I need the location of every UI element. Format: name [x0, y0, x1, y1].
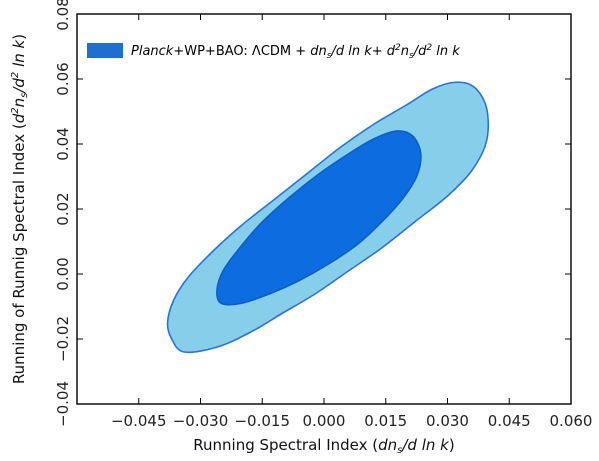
y-axis-label-sub: s	[19, 93, 30, 98]
y-axis-label-mid: /d	[10, 78, 28, 95]
x-axis-label: Running Spectral Index (dns/d ln k)	[193, 436, 454, 456]
y-axis-label-close: )	[10, 34, 28, 40]
legend-label-italic: Planck	[131, 44, 174, 59]
legend-label-tail: ln k	[432, 44, 460, 59]
x-axis-ticks: −0.045 −0.030 −0.015 0.000 0.015 0.030 0.045 0.…	[111, 14, 592, 430]
legend-label-sup: 2	[395, 43, 401, 53]
legend-swatch	[87, 43, 123, 58]
x-tick-label: 0.015	[364, 412, 407, 430]
x-tick-label: −0.030	[173, 412, 229, 430]
y-axis-label-tail: ln k	[10, 38, 28, 71]
legend-label-mid: /d	[413, 44, 427, 59]
x-axis-label-prefix: Running Spectral Index (	[193, 436, 378, 454]
x-axis-label-tail: /d ln k	[400, 436, 450, 454]
x-axis-label-sub: s	[397, 445, 402, 456]
legend-label-model: +WP+BAO: ΛCDM +	[173, 44, 310, 59]
y-tick-label: −0.04	[54, 381, 72, 427]
y-axis-label-sup: 2	[10, 107, 21, 113]
legend: Planck+WP+BAO: ΛCDM + dns/d ln k+ d2ns/d…	[87, 43, 460, 61]
x-tick-label: −0.015	[234, 412, 290, 430]
x-tick-label: 0.000	[303, 412, 346, 430]
x-axis-label-close: )	[449, 436, 455, 454]
y-tick-label: −0.02	[54, 316, 72, 362]
x-tick-label: 0.060	[550, 412, 593, 430]
legend-label-n: n	[401, 44, 409, 59]
contour-layer	[166, 81, 490, 354]
y-axis-label-n: n	[10, 98, 28, 108]
x-tick-label: 0.045	[488, 412, 531, 430]
y-tick-label: 0.06	[54, 62, 72, 95]
legend-label-running: dn	[310, 44, 327, 59]
y-axis-ticks: −0.04 −0.02 0.00 0.02 0.04 0.06 0.08	[54, 0, 571, 427]
legend-label-running-sub: s	[327, 51, 332, 61]
y-tick-label: 0.00	[54, 257, 72, 290]
legend-label-n-sub: s	[409, 51, 414, 61]
y-tick-label: 0.08	[54, 0, 72, 31]
contour-68-region	[216, 130, 422, 306]
legend-label-sup2: 2	[426, 43, 432, 53]
y-tick-label: 0.02	[54, 192, 72, 225]
x-tick-label: 0.030	[426, 412, 469, 430]
legend-label-running-tail: /d ln k+ d	[330, 44, 395, 59]
x-axis-label-dn: dn	[378, 436, 397, 454]
x-tick-label: −0.045	[111, 412, 167, 430]
legend-label: Planck+WP+BAO: ΛCDM + dns/d ln k+ d2ns/d…	[131, 43, 460, 61]
y-axis-label: Running of Runnig Spectral Index (d2ns/d…	[10, 34, 30, 384]
y-tick-label: 0.04	[54, 127, 72, 160]
y-axis-label-sup2: 2	[10, 72, 21, 78]
y-axis-label-d: d	[10, 113, 28, 123]
y-axis-label-prefix: Running of Runnig Spectral Index (	[10, 123, 28, 384]
